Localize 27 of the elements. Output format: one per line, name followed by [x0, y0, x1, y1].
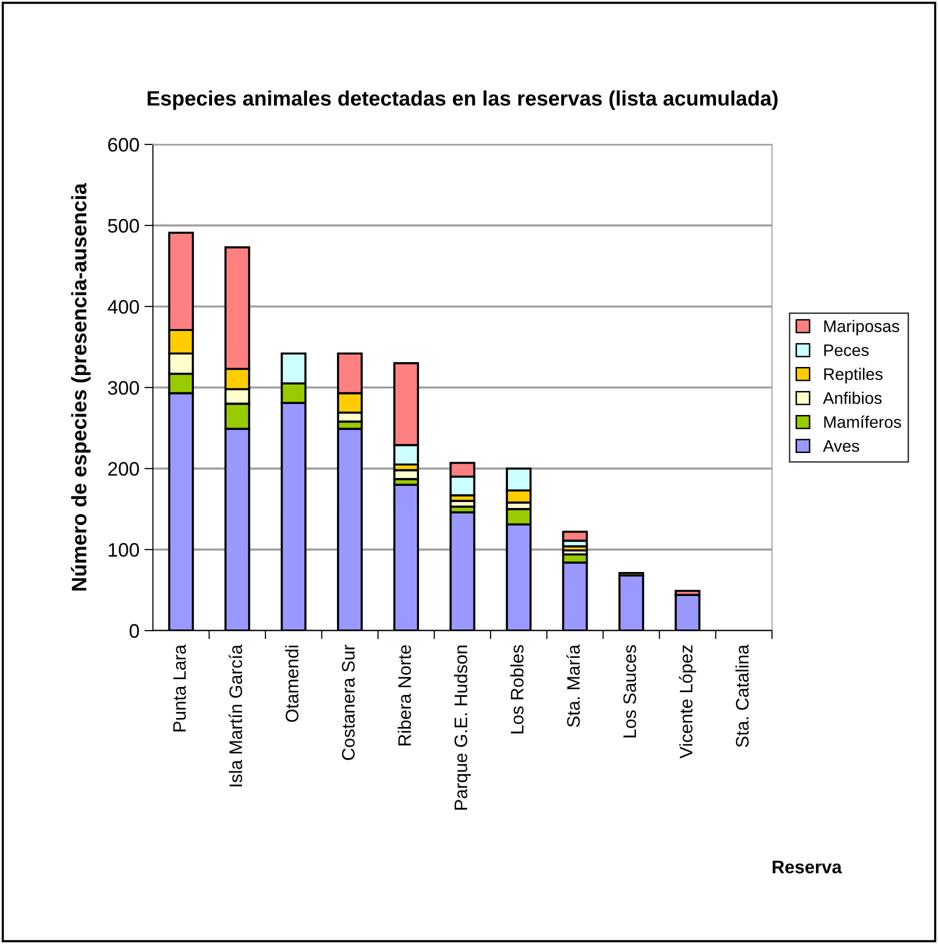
x-tick-label: Los Robles [510, 645, 524, 734]
y-tick-label: 0 [130, 624, 139, 638]
x-tick-label: Parque G.E. Hudson [454, 646, 471, 810]
y-tick-label: 400 [108, 300, 139, 314]
x-tick-label: Sta. María [566, 644, 580, 727]
y-tick-label: 600 [108, 138, 139, 152]
legend-label: Aves [822, 440, 860, 452]
x-tick-label: Otamendi [285, 646, 298, 722]
x-tick-label: Punta Lara [173, 644, 186, 732]
x-tick-label: Sta. Catalina [735, 644, 749, 748]
legend-label: Peces [824, 344, 869, 356]
x-tick-label: Los Sauces [623, 645, 636, 738]
y-axis-title: Número de especies (presencia-ausencia [70, 182, 91, 590]
x-tick-label: Costanera Sur [342, 644, 355, 760]
legend-label: Anfibios [822, 392, 882, 404]
legend-label: Reptiles [824, 368, 883, 384]
legend-label: Mamíferos [824, 416, 902, 428]
y-tick-label: 500 [108, 218, 139, 233]
x-tick-label: Ribera Norte [398, 645, 411, 746]
y-tick-label: 100 [108, 543, 139, 557]
chart-title: Especies animales detectadas en las reservas (lista acumulada) [148, 90, 778, 110]
y-tick-label: 200 [108, 462, 139, 476]
x-tick-label: Isla Martín García [228, 644, 242, 786]
y-tick-label: 300 [108, 380, 139, 395]
legend-label: Mariposas [824, 320, 900, 336]
x-axis-title: Reserva [772, 860, 842, 874]
x-tick-label: Vicente López [679, 645, 696, 759]
